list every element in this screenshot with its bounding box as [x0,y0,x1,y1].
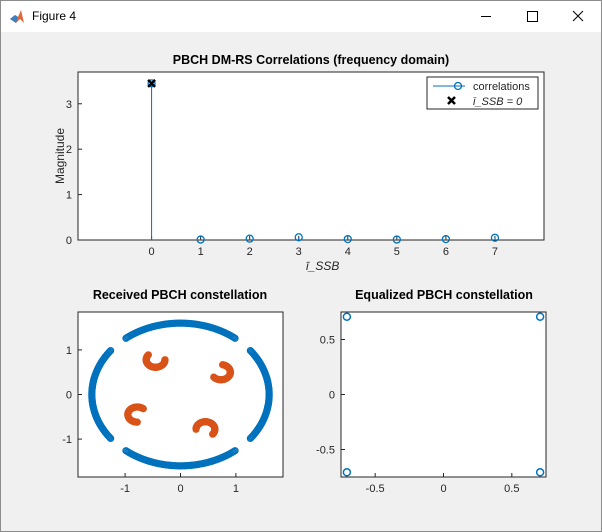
equalized-point [535,468,545,477]
received-point-blue [105,433,113,441]
x-axis-label-text: ī_SSB [306,259,339,273]
received-point-orange [133,418,141,426]
received-constellation-plot: Received PBCH constellation -1 0 1 -1 0 1 [62,288,284,495]
x-tick-label: -1 [120,483,130,495]
stem-marker [147,79,156,88]
stem-marker [245,234,254,243]
stem-marker [343,234,352,244]
received-point-blue [106,433,114,442]
x-tick-label: 0 [149,246,155,258]
equalized-point [342,468,352,477]
x-tick-label: 0 [177,483,183,495]
stem-marker [294,233,303,242]
svg-text:ī_SSB: ī_SSB [306,259,339,273]
minimize-icon [481,16,491,17]
window-title: Figure 4 [32,9,77,23]
y-tick-label: 0 [329,390,335,402]
legend-box [426,76,539,110]
stem-marker [196,235,205,244]
maximize-icon [527,11,538,22]
x-tick-label: 6 [443,246,449,258]
matlab-logo-icon [10,10,24,23]
plot-title-3: Equalized PBCH constellation [355,288,533,302]
x-tick-label: 5 [394,246,400,258]
x-tick-label: 3 [296,246,302,258]
x-axis-label-1: ī_SSB [306,259,339,273]
stem-marker [490,233,500,242]
received-point-blue [231,447,239,455]
close-icon [572,10,584,22]
close-button[interactable] [555,1,601,32]
equalized-point [342,312,352,321]
y-tick-label: 0 [66,390,72,402]
x-tick-label: 0.5 [504,483,519,495]
equalized-point [535,312,545,321]
x-tick-label: 2 [247,246,253,258]
legend-1[interactable]: correlations ī_SSB = 0 [426,76,539,110]
plot-axes-3 [340,311,547,478]
y-tick-label: 1 [66,345,72,357]
legend-x-marker [447,96,456,105]
y-tick-label: 0.5 [320,335,335,347]
equalized-constellation-plot: Equalized PBCH constellation -0.5 0 0.5 -0.… [316,288,547,495]
x-tick-label: 4 [345,246,351,258]
stem-marker [441,234,451,244]
y-tick-label: -0.5 [316,445,335,457]
y-tick-label: 1 [66,190,72,202]
minimize-button[interactable] [463,1,509,32]
received-point-blue [248,348,256,356]
figure-canvas: PBCH DM-RS Correlations (frequency domai… [53,53,547,495]
legend-entry-correlations: correlations [473,81,530,93]
x-tick-label: 7 [492,246,498,258]
stem-marker [392,235,401,244]
received-point-blue [107,434,115,443]
selected-marker [147,78,156,88]
x-tick-label: 0 [440,483,446,495]
received-point-blue [247,347,255,356]
plot-title-1: PBCH DM-RS Correlations (frequency domai… [173,53,449,67]
legend-circle-marker [453,81,463,91]
received-point-orange [192,425,200,433]
y-tick-label: -1 [62,434,72,446]
received-point-blue [246,346,254,355]
title-bar[interactable]: Figure 4 [1,1,601,32]
y-axis-label-1: Magnitude [53,128,67,184]
correlation-plot: PBCH DM-RS Correlations (frequency domai… [53,53,545,273]
plot-title-2: Received PBCH constellation [93,288,267,302]
received-point-orange [161,356,169,364]
y-tick-label: 0 [66,235,72,247]
plot-axes-2 [77,311,284,478]
received-point-orange [218,361,227,369]
y-tick-label: 3 [66,99,72,111]
received-point-blue [122,334,130,342]
x-tick-label: 1 [233,483,239,495]
x-tick-label: -0.5 [366,483,385,495]
maximize-button[interactable] [509,1,555,32]
y-tick-label: 2 [66,144,72,156]
x-tick-label: 1 [198,246,204,258]
legend-entry-issb: ī_SSB = 0 [473,96,523,108]
